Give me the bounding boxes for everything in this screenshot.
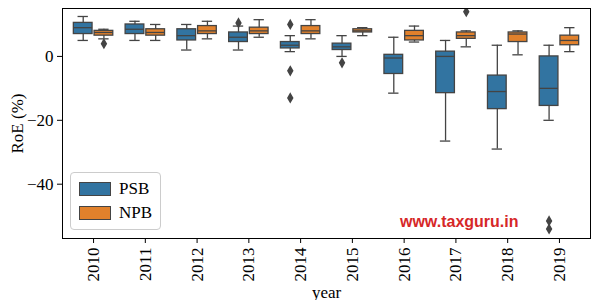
svg-text:RoE (%): RoE (%): [8, 94, 27, 154]
svg-text:2010: 2010: [84, 248, 103, 282]
svg-text:2015: 2015: [343, 248, 362, 282]
svg-text:−40: −40: [27, 175, 54, 194]
svg-text:2012: 2012: [188, 248, 207, 282]
html-text:PSB: PSB: [119, 179, 150, 198]
svg-text:2014: 2014: [291, 247, 310, 282]
svg-text:www.taxguru.in: www.taxguru.in: [399, 213, 519, 230]
svg-text:2013: 2013: [239, 248, 258, 282]
svg-text:2018: 2018: [498, 248, 517, 282]
svg-text:2019: 2019: [550, 248, 569, 282]
html-text:NPB: NPB: [119, 203, 153, 222]
svg-text:2011: 2011: [136, 248, 155, 281]
svg-text:−20: −20: [27, 111, 54, 130]
svg-text:0: 0: [45, 47, 54, 66]
svg-text:2017: 2017: [446, 247, 465, 282]
svg-text:2016: 2016: [395, 248, 414, 282]
svg-text:year: year: [312, 283, 342, 300]
